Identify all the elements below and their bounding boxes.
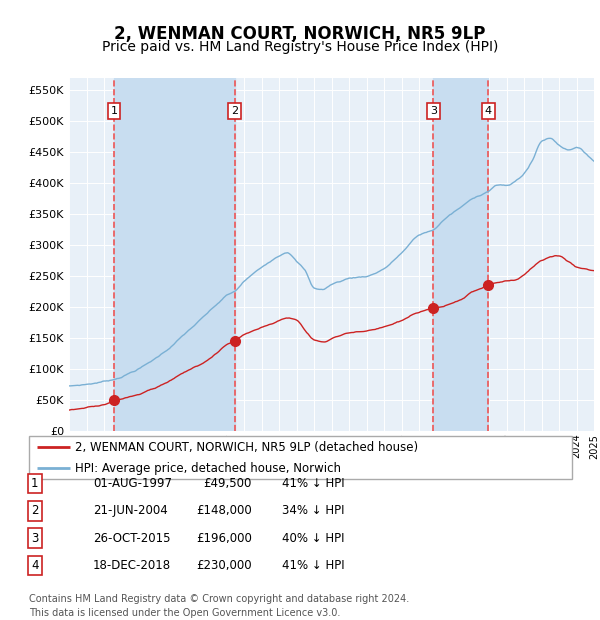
Text: £49,500: £49,500 xyxy=(203,477,252,490)
Text: 01-AUG-1997: 01-AUG-1997 xyxy=(93,477,172,490)
Text: 34% ↓ HPI: 34% ↓ HPI xyxy=(282,505,344,517)
Text: 21-JUN-2004: 21-JUN-2004 xyxy=(93,505,168,517)
Text: 2: 2 xyxy=(31,505,38,517)
Text: 4: 4 xyxy=(31,559,38,572)
Bar xyxy=(433,78,488,431)
Text: 2: 2 xyxy=(231,106,238,116)
Text: 1: 1 xyxy=(31,477,38,490)
Text: Price paid vs. HM Land Registry's House Price Index (HPI): Price paid vs. HM Land Registry's House … xyxy=(102,40,498,55)
Text: 41% ↓ HPI: 41% ↓ HPI xyxy=(282,559,344,572)
Text: 2, WENMAN COURT, NORWICH, NR5 9LP: 2, WENMAN COURT, NORWICH, NR5 9LP xyxy=(115,25,485,43)
Text: 1: 1 xyxy=(110,106,118,116)
Text: 2, WENMAN COURT, NORWICH, NR5 9LP (detached house): 2, WENMAN COURT, NORWICH, NR5 9LP (detac… xyxy=(75,441,418,453)
Text: 3: 3 xyxy=(430,106,437,116)
Text: 4: 4 xyxy=(485,106,492,116)
Text: £148,000: £148,000 xyxy=(196,505,252,517)
FancyBboxPatch shape xyxy=(29,436,572,479)
Text: 41% ↓ HPI: 41% ↓ HPI xyxy=(282,477,344,490)
Text: HPI: Average price, detached house, Norwich: HPI: Average price, detached house, Norw… xyxy=(75,462,341,474)
Bar xyxy=(114,78,235,431)
Text: 40% ↓ HPI: 40% ↓ HPI xyxy=(282,532,344,544)
Text: £196,000: £196,000 xyxy=(196,532,252,544)
Text: 26-OCT-2015: 26-OCT-2015 xyxy=(93,532,170,544)
Text: 3: 3 xyxy=(31,532,38,544)
Text: Contains HM Land Registry data © Crown copyright and database right 2024.
This d: Contains HM Land Registry data © Crown c… xyxy=(29,595,409,618)
Text: 18-DEC-2018: 18-DEC-2018 xyxy=(93,559,171,572)
Text: £230,000: £230,000 xyxy=(196,559,252,572)
